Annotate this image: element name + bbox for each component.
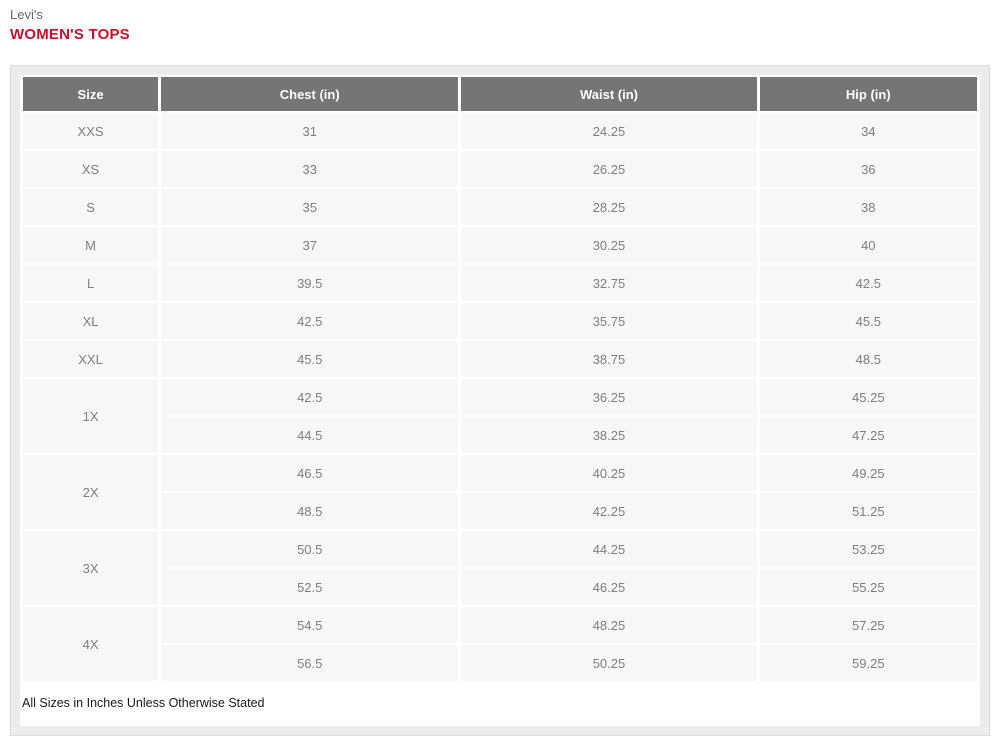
measurement-cell: 37 [161,227,459,263]
col-header-waist: Waist (in) [461,77,757,111]
measurement-cell: 57.25 [759,607,977,643]
measurement-cell: 44.5 [161,417,459,453]
measurement-cell: 51.25 [759,493,977,529]
size-cell: M [23,227,159,263]
brand-header: Levi's WOMEN'S TOPS [0,0,1000,44]
brand-name: Levi's [10,7,43,22]
measurement-cell: 47.25 [759,417,977,453]
table-row: XXL 45.5 38.75 48.5 [23,341,977,377]
measurement-cell: 26.25 [461,151,757,187]
measurement-cell: 42.5 [161,379,459,415]
measurement-cell: 48.5 [759,341,977,377]
measurement-cell: 55.25 [759,569,977,605]
table-row: S 35 28.25 38 [23,189,977,225]
table-header-row: Size Chest (in) Waist (in) Hip (in) [23,77,977,111]
col-header-chest: Chest (in) [161,77,459,111]
measurement-cell: 42.25 [461,493,757,529]
measurement-cell: 49.25 [759,455,977,491]
table-row: 2X 46.5 40.25 49.25 [23,455,977,529]
table-row: 56.5 50.25 59.25 [23,645,977,681]
measurement-cell: 46.5 [161,455,459,491]
footnote: All Sizes in Inches Unless Otherwise Sta… [22,696,265,710]
measurement-cell: 40 [759,227,977,263]
measurement-cell: 38 [759,189,977,225]
measurement-cell: 50.5 [161,531,459,567]
measurement-cell: 45.5 [161,341,459,377]
size-chart-card: Size Chest (in) Waist (in) Hip (in) XXS 3… [10,65,990,736]
measurement-cell: 34 [759,113,977,149]
table-row: L 39.5 32.75 42.5 [23,265,977,301]
size-cell: 1X [23,379,159,453]
measurement-cell: 45.25 [759,379,977,415]
measurement-cell: 31 [161,113,459,149]
measurement-cell: 39.5 [161,265,459,301]
size-chart-content: Size Chest (in) Waist (in) Hip (in) XXS 3… [20,75,980,726]
size-cell: 2X [23,455,159,529]
table-row: 1X 42.5 36.25 45.25 [23,379,977,453]
measurement-cell: 50.25 [461,645,757,681]
col-header-hip: Hip (in) [759,77,977,111]
measurement-cell: 48.5 [161,493,459,529]
table-body: XXS 31 24.25 34 XS 33 26.25 36 S 35 28.25 38 M 37 30.2… [23,113,977,681]
page-title: WOMEN'S TOPS [10,26,130,43]
table-row: XL 42.5 35.75 45.5 [23,303,977,339]
measurement-cell: 46.25 [461,569,757,605]
measurement-cell: 48.25 [461,607,757,643]
measurement-cell: 56.5 [161,645,459,681]
col-header-size: Size [23,77,159,111]
size-cell: XS [23,151,159,187]
table-row: 44.5 38.25 47.25 [23,417,977,453]
table-row: 4X 54.5 48.25 57.25 [23,607,977,681]
table-row: XXS 31 24.25 34 [23,113,977,149]
measurement-cell: 35 [161,189,459,225]
table-row: 52.5 46.25 55.25 [23,569,977,605]
size-chart-table: Size Chest (in) Waist (in) Hip (in) XXS 3… [20,75,980,683]
measurement-cell: 38.25 [461,417,757,453]
measurement-cell: 33 [161,151,459,187]
measurement-cell: 42.5 [161,303,459,339]
measurement-cell: 54.5 [161,607,459,643]
size-cell: S [23,189,159,225]
measurement-cell: 30.25 [461,227,757,263]
measurement-cell: 36.25 [461,379,757,415]
table-header: Size Chest (in) Waist (in) Hip (in) [23,77,977,111]
table-row: 48.5 42.25 51.25 [23,493,977,529]
measurement-cell: 36 [759,151,977,187]
measurement-cell: 35.75 [461,303,757,339]
table-row: XS 33 26.25 36 [23,151,977,187]
table-row: M 37 30.25 40 [23,227,977,263]
table-row: 3X 50.5 44.25 53.25 [23,531,977,605]
measurement-cell: 45.5 [759,303,977,339]
measurement-cell: 59.25 [759,645,977,681]
measurement-cell: 52.5 [161,569,459,605]
size-cell: 3X [23,531,159,605]
measurement-cell: 38.75 [461,341,757,377]
size-cell: XXL [23,341,159,377]
measurement-cell: 32.75 [461,265,757,301]
measurement-cell: 28.25 [461,189,757,225]
measurement-cell: 42.5 [759,265,977,301]
measurement-cell: 40.25 [461,455,757,491]
size-cell: XXS [23,113,159,149]
measurement-cell: 24.25 [461,113,757,149]
measurement-cell: 53.25 [759,531,977,567]
size-cell: 4X [23,607,159,681]
size-cell: XL [23,303,159,339]
size-cell: L [23,265,159,301]
measurement-cell: 44.25 [461,531,757,567]
